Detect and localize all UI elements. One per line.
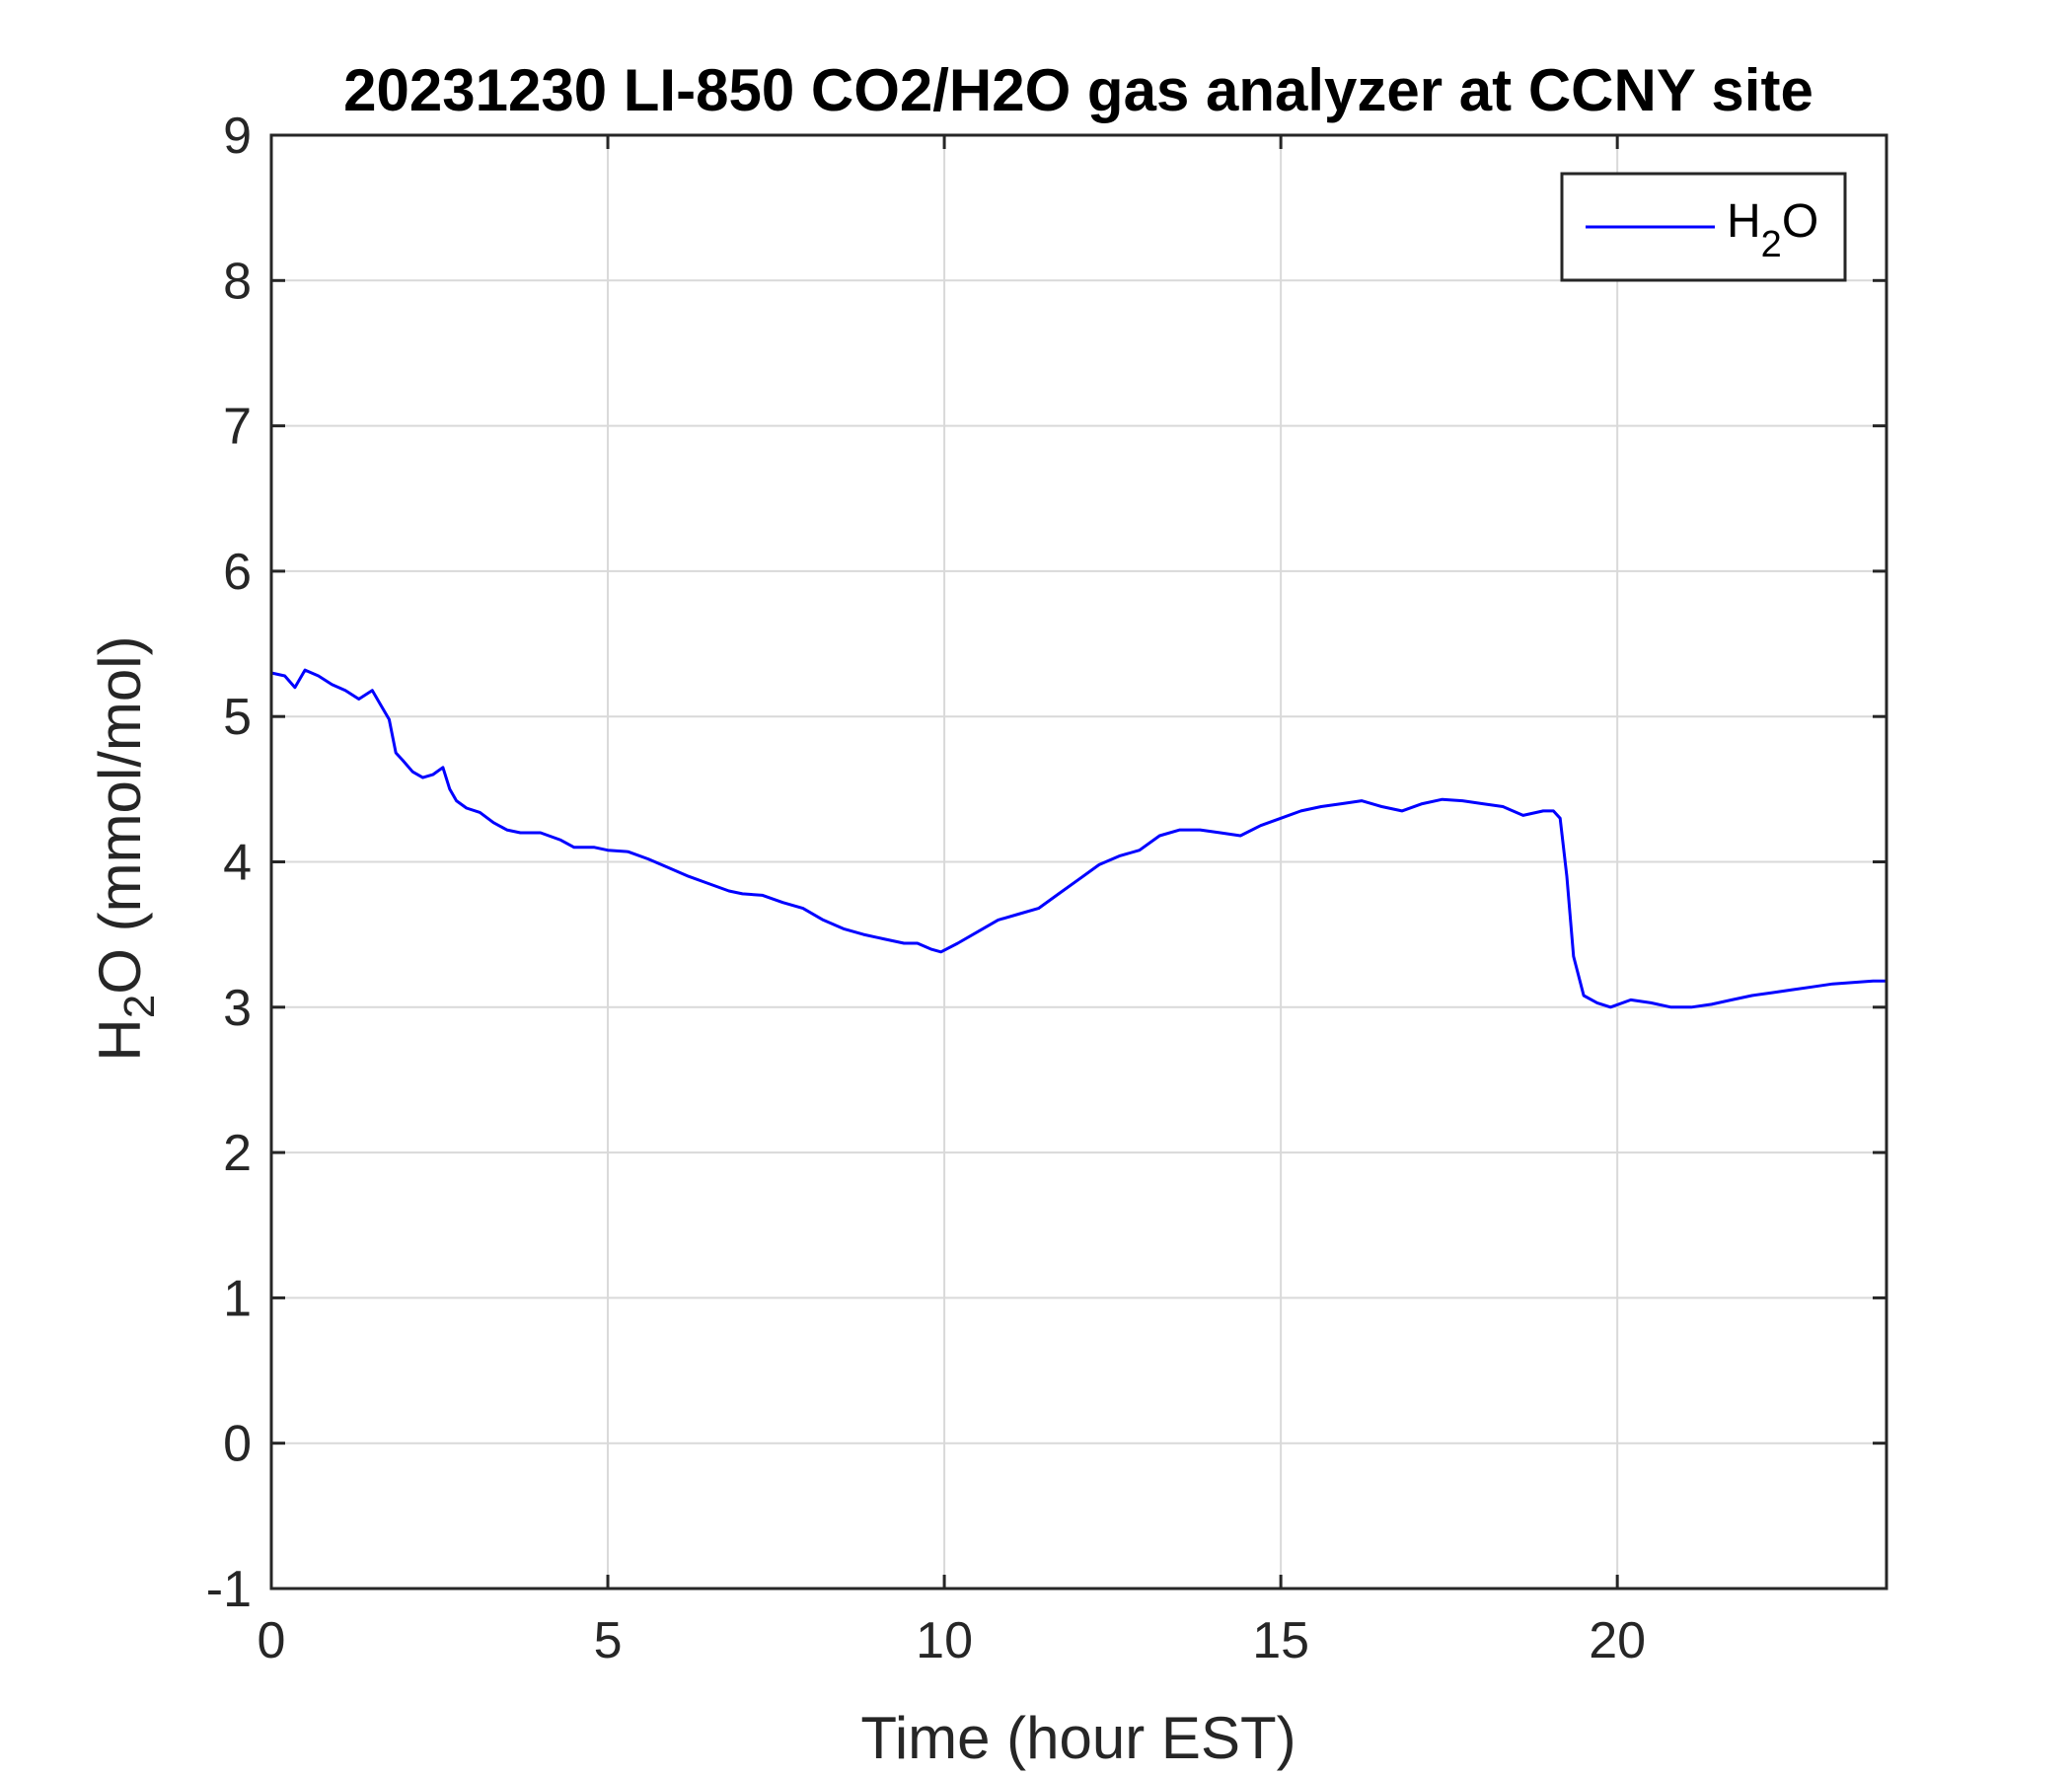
legend: H2O: [1560, 172, 1847, 282]
y-tick-label: 5: [223, 689, 252, 746]
y-tick-label: 9: [223, 108, 252, 165]
legend-label-base: H: [1727, 195, 1761, 248]
y-tick-label: 8: [223, 253, 252, 310]
series-line-h2o: [270, 668, 1887, 1009]
y-tick-label: 1: [223, 1270, 252, 1327]
y-axis-label-rest: O (mmol/mol): [87, 635, 153, 994]
y-tick-label: 2: [223, 1125, 252, 1182]
x-axis-label: Time (hour EST): [860, 1705, 1295, 1771]
y-tick-label: 6: [223, 544, 252, 601]
x-tick-label: 5: [594, 1612, 623, 1669]
tick-marks: [269, 133, 1887, 1591]
x-tick-label: 10: [916, 1612, 973, 1669]
y-tick-label: -1: [206, 1561, 252, 1618]
x-tick-label: 0: [258, 1612, 286, 1669]
legend-label-rest: O: [1782, 195, 1818, 248]
y-tick-label: 3: [223, 980, 252, 1037]
x-tick-labels: 0 5 10 15 20: [258, 1612, 1647, 1669]
y-tick-label: 0: [223, 1416, 252, 1473]
y-axis-label-subscript: 2: [115, 995, 164, 1018]
x-tick-label: 15: [1252, 1612, 1309, 1669]
y-axis-label: H2O (mmol/mol): [87, 635, 164, 1061]
series-group: [270, 668, 1887, 1009]
grid-lines: [270, 134, 1887, 1590]
x-tick-label: 20: [1589, 1612, 1646, 1669]
y-tick-label: 7: [223, 399, 252, 456]
legend-label-h2o: H2O: [1727, 195, 1818, 265]
y-tick-labels: -1 0 1 2 3 4 5 6 7 8 9: [206, 108, 252, 1618]
y-tick-label: 4: [223, 835, 252, 892]
legend-label-subscript: 2: [1761, 224, 1782, 265]
chart-title: 20231230 LI-850 CO2/H2O gas analyzer at …: [343, 57, 1813, 123]
y-axis-label-base: H: [87, 1018, 153, 1061]
